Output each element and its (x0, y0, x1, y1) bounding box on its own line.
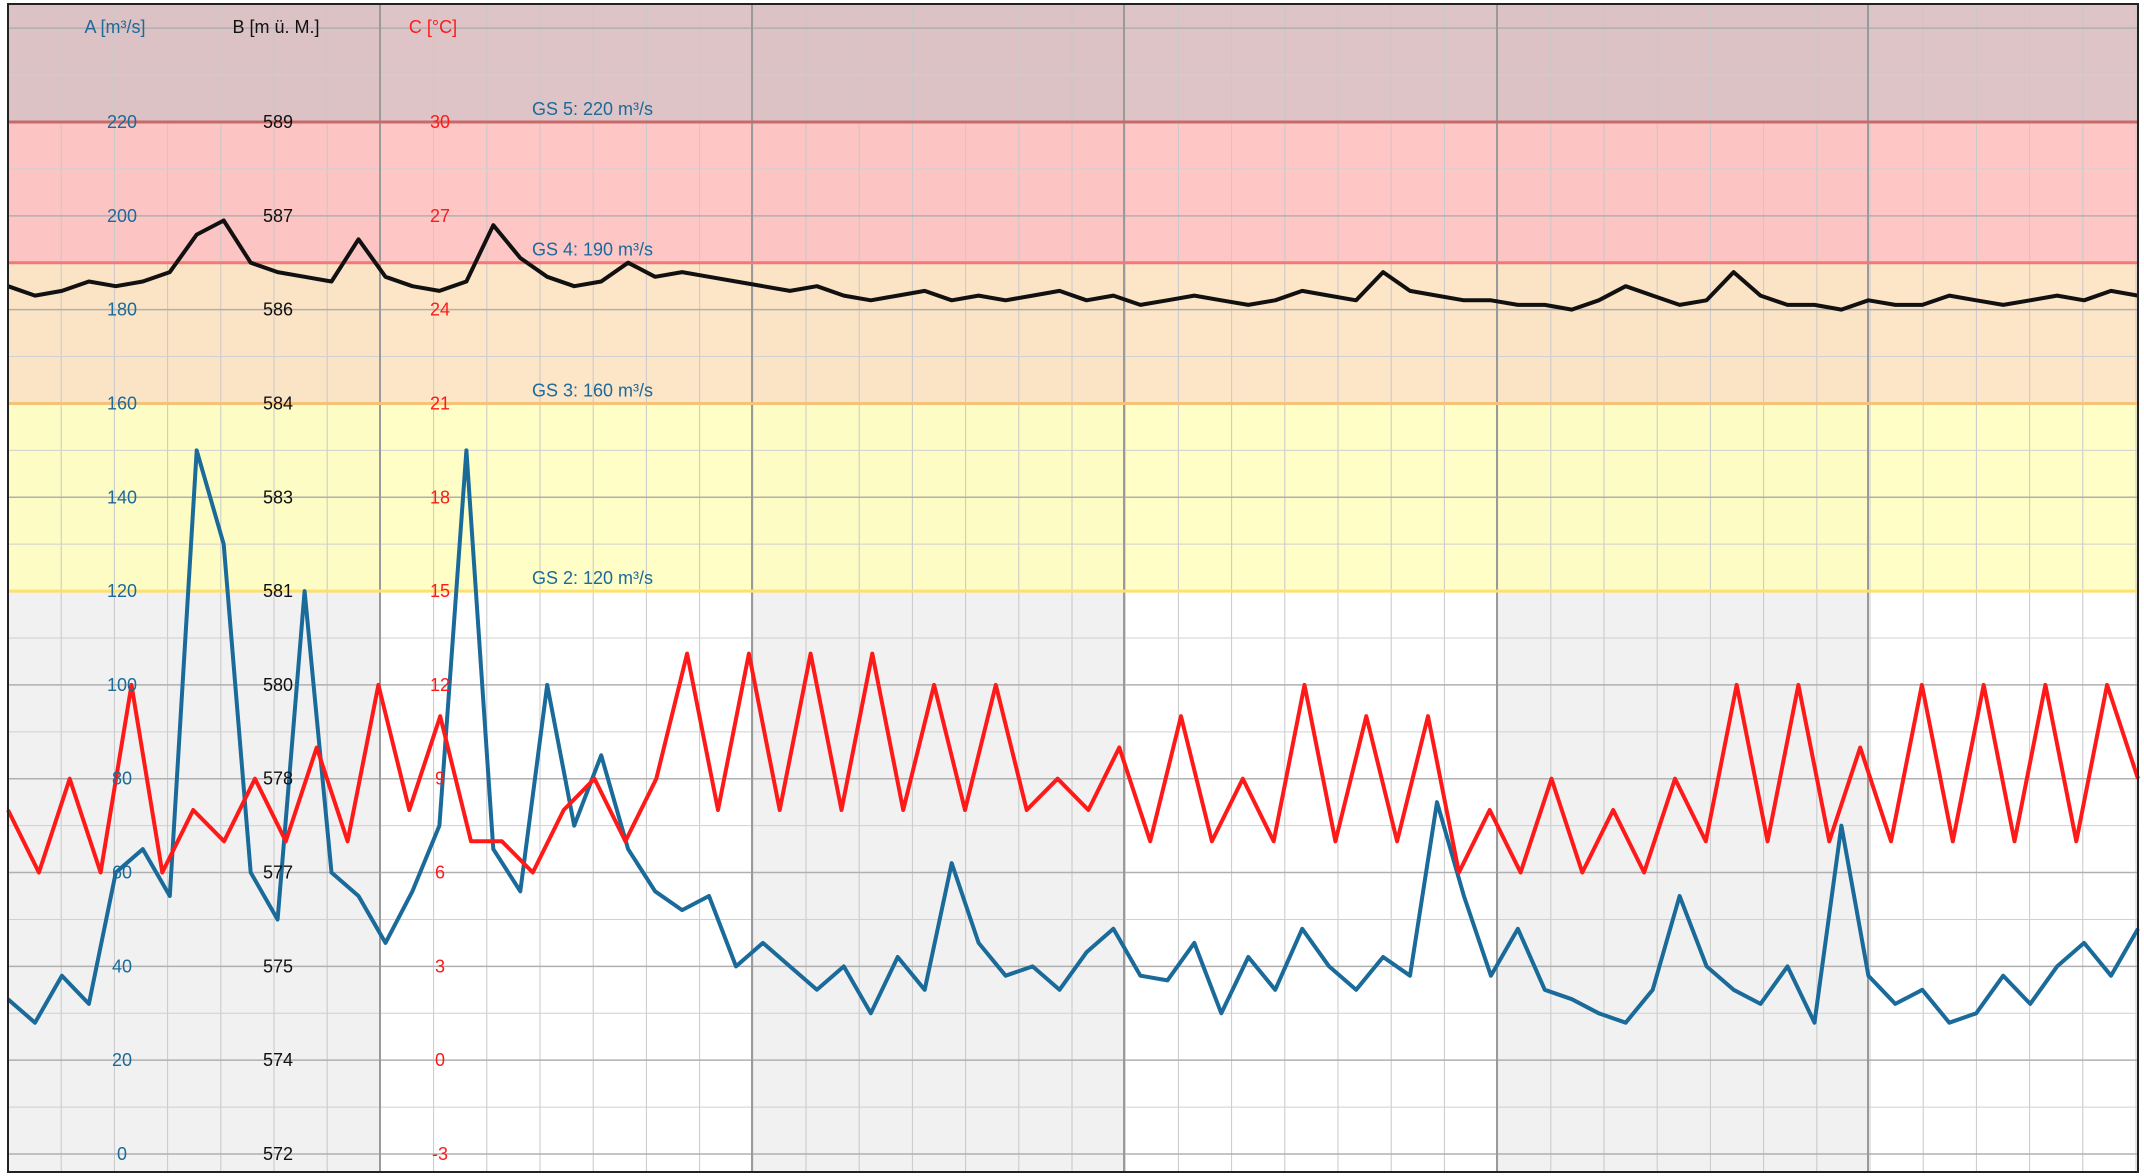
series-line-2 (7, 218, 2139, 312)
series-line-0 (6, 448, 2140, 1025)
tick-label-c: 24 (430, 300, 450, 320)
threshold-lines (8, 120, 2138, 593)
threshold-labels: GS 5: 220 m³/s GS 4: 190 m³/s GS 3: 160 m³… (532, 99, 653, 588)
tick-label-c: 27 (430, 206, 450, 226)
tick-label-c: 15 (430, 581, 450, 601)
axis-title-a: A [m³/s] (84, 17, 145, 37)
axis-title-b: B [m ü. M.] (232, 17, 319, 37)
threshold-label: GS 3: 160 m³/s (532, 380, 653, 400)
tick-label-b: 581 (263, 581, 293, 601)
tick-label-c: 0 (435, 1050, 445, 1070)
axis-title-c: C [°C] (409, 17, 457, 37)
tick-layer: 0204060801001201401601802002205725745755… (107, 112, 450, 1164)
tick-label-c: 6 (435, 863, 445, 883)
tick-label-a: 40 (112, 956, 132, 976)
tick-label-a: 80 (112, 769, 132, 789)
threshold-band (8, 4, 2138, 122)
threshold-label: GS 5: 220 m³/s (532, 99, 653, 119)
tick-label-a: 140 (107, 487, 137, 507)
tick-label-b: 589 (263, 112, 293, 132)
plot-frame (7, 3, 2139, 1173)
tick-label-b: 580 (263, 675, 293, 695)
tick-label-c: 30 (430, 112, 450, 132)
tick-label-b: 578 (263, 769, 293, 789)
tick-label-c: 9 (435, 769, 445, 789)
axis-titles: A [m³/s] B [m ü. M.] C [°C] (84, 17, 457, 37)
tick-label-a: 0 (117, 1144, 127, 1164)
tick-label-c: 12 (430, 675, 450, 695)
tick-label-a: 220 (107, 112, 137, 132)
tick-label-b: 583 (263, 487, 293, 507)
threshold-band (8, 122, 2138, 263)
series-line-1 (6, 651, 2140, 875)
tick-label-a: 160 (107, 393, 137, 413)
tick-label-c: 21 (430, 393, 450, 413)
tick-label-b: 587 (263, 206, 293, 226)
tick-label-a: 20 (112, 1050, 132, 1070)
tick-label-a: 180 (107, 300, 137, 320)
tick-label-b: 574 (263, 1050, 293, 1070)
threshold-label: GS 2: 120 m³/s (532, 568, 653, 588)
tick-label-b: 584 (263, 393, 293, 413)
tick-label-c: 18 (430, 487, 450, 507)
tick-label-b: 575 (263, 956, 293, 976)
threshold-band (8, 262, 2138, 404)
series-layer (6, 218, 2140, 1025)
tick-label-a: 60 (112, 863, 132, 883)
tick-label-c: -3 (432, 1144, 448, 1164)
tick-label-a: 120 (107, 581, 137, 601)
tick-label-b: 572 (263, 1144, 293, 1164)
threshold-label: GS 4: 190 m³/s (532, 240, 653, 260)
tick-label-b: 586 (263, 300, 293, 320)
tick-label-c: 3 (435, 956, 445, 976)
tick-label-a: 100 (107, 675, 137, 695)
tick-label-b: 577 (263, 863, 293, 883)
tick-label-a: 200 (107, 206, 137, 226)
